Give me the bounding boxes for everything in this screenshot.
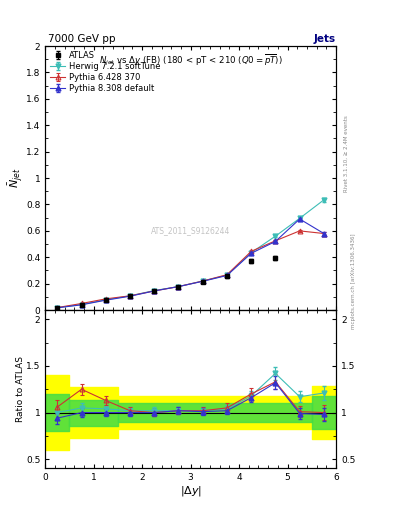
Legend: ATLAS, Herwig 7.2.1 softTune, Pythia 6.428 370, Pythia 8.308 default: ATLAS, Herwig 7.2.1 softTune, Pythia 6.4… bbox=[48, 50, 162, 95]
Text: ATS_2011_S9126244: ATS_2011_S9126244 bbox=[151, 226, 230, 236]
Text: Rivet 3.1.10, ≥ 2.4M events: Rivet 3.1.10, ≥ 2.4M events bbox=[344, 115, 349, 192]
Text: $N_{jet}$ vs $\Delta y$ (FB) (180 < pT < 210 ($Q0=\overline{pT}$)): $N_{jet}$ vs $\Delta y$ (FB) (180 < pT <… bbox=[99, 53, 283, 68]
Y-axis label: $\bar{N}_{jet}$: $\bar{N}_{jet}$ bbox=[6, 168, 25, 188]
Text: 7000 GeV pp: 7000 GeV pp bbox=[48, 33, 116, 44]
Text: Jets: Jets bbox=[314, 33, 336, 44]
X-axis label: $|\Delta y|$: $|\Delta y|$ bbox=[180, 484, 202, 498]
Y-axis label: Ratio to ATLAS: Ratio to ATLAS bbox=[16, 356, 25, 422]
Text: mcplots.cern.ch [arXiv:1306.3436]: mcplots.cern.ch [arXiv:1306.3436] bbox=[351, 234, 356, 329]
